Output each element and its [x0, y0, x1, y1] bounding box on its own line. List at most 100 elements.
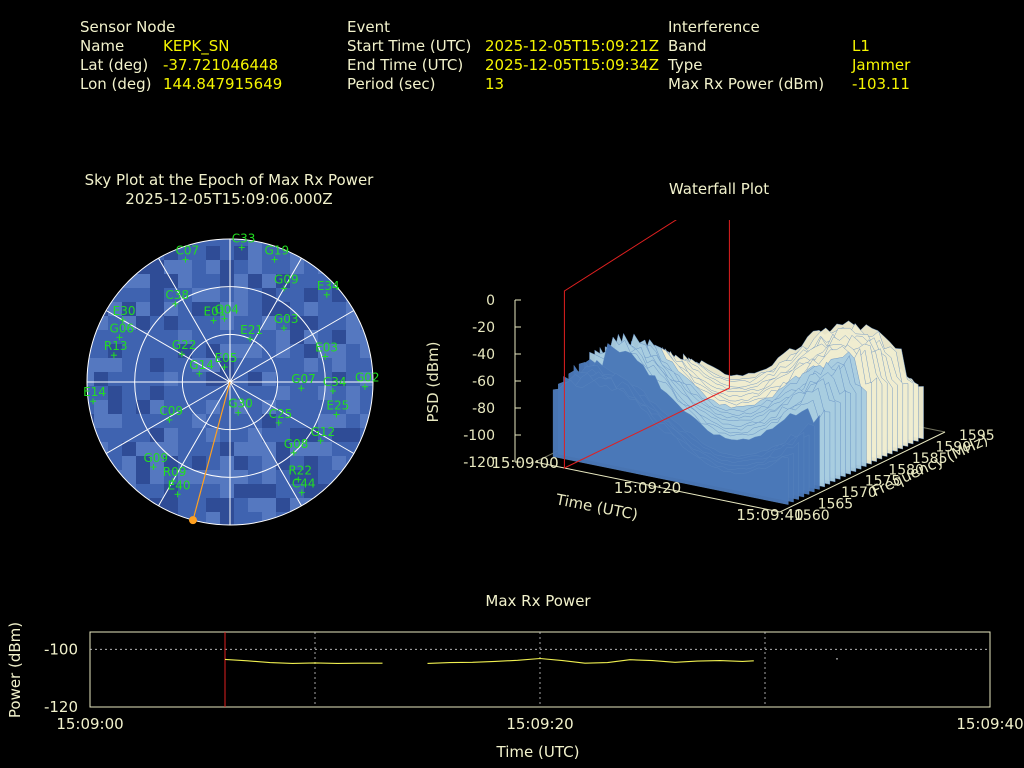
sky-power-cell: [262, 470, 276, 484]
psd-tick-label: -120: [463, 455, 495, 471]
sky-power-cell: [248, 484, 262, 498]
satellite-g08: G08: [284, 437, 308, 456]
y-tick-label: -120: [44, 698, 78, 716]
sky-power-cell: [94, 498, 108, 512]
satellite-label: C34: [323, 375, 347, 389]
sky-power-cell: [178, 260, 192, 274]
satellite-label: G09: [274, 272, 299, 286]
sky-power-cell: [318, 414, 332, 428]
sky-power-cell: [94, 484, 108, 498]
sky-power-cell: [122, 246, 136, 260]
jammer-bearing: [188, 381, 231, 525]
sky-power-cell: [94, 512, 108, 525]
sky-power-cell: [332, 330, 346, 344]
satellite-label: G14: [189, 358, 214, 372]
sky-power-cell: [290, 470, 304, 484]
sky-power-cell: [290, 512, 304, 525]
sky-power-cell: [276, 442, 290, 456]
satellite-label: E14: [83, 385, 106, 399]
sky-power-cell: [290, 498, 304, 512]
sky-power-cell: [108, 386, 122, 400]
satellite-e03: E03: [315, 341, 338, 360]
sky-power-cell: [87, 442, 94, 456]
sky-power-cell: [360, 470, 373, 484]
satellite-label: E05: [215, 351, 238, 365]
waterfall-title: Waterfall Plot: [668, 180, 770, 198]
psd-tick-label: -80: [472, 401, 495, 417]
satellite-label: C44: [292, 477, 316, 491]
sky-grid: [86, 238, 374, 526]
sky-power-cell: [178, 470, 192, 484]
sky-power-cell: [94, 358, 108, 372]
lat-label: Lat (deg): [80, 56, 149, 74]
satellite-g02: G02: [355, 371, 380, 390]
sky-power-cell: [290, 330, 304, 344]
power-series-line: [224, 658, 383, 664]
sky-power-cell: [150, 512, 164, 525]
y-tick-label: -100: [44, 640, 78, 658]
power-chart-xlabel: Time (UTC): [496, 743, 580, 761]
sky-power-cell: [164, 526, 178, 532]
sky-power-cell: [108, 344, 122, 358]
sky-power-cell: [248, 239, 262, 246]
sky-power-cell: [87, 470, 94, 484]
satellite-g09: G09: [143, 451, 168, 471]
sky-power-cell: [374, 316, 380, 330]
sky-power-cell: [290, 239, 304, 246]
sky-power-cell: [374, 288, 380, 302]
sky-power-cell: [332, 484, 346, 498]
sky-power-cell: [262, 414, 276, 428]
power-chart-title: Max Rx Power: [485, 592, 591, 610]
sky-power-cell: [304, 344, 318, 358]
sky-power-cell: [87, 288, 94, 302]
sky-power-cell: [346, 400, 360, 414]
name-value: KEPK_SN: [163, 37, 230, 55]
sky-power-cell: [262, 302, 276, 316]
sky-power-cell: [374, 246, 380, 260]
sky-power-cell: [178, 274, 192, 288]
sky-power-cell: [276, 386, 290, 400]
satellite-c25: C25: [269, 407, 293, 426]
sky-power-cell: [360, 288, 373, 302]
satellite-r09: R09: [163, 465, 186, 485]
sky-power-cell: [206, 260, 220, 274]
sky-power-cell: [150, 288, 164, 302]
waterfall-surface: [552, 320, 924, 505]
sky-power-cell: [304, 526, 318, 532]
satellite-label: C33: [232, 232, 256, 245]
sky-power-cell: [276, 330, 290, 344]
sky-power-cell: [248, 498, 262, 512]
sky-power-cell: [234, 344, 248, 358]
sky-power-cell: [346, 484, 360, 498]
frequency-axis: [779, 431, 946, 513]
satellite-label: R22: [288, 464, 312, 478]
satellite-label: C25: [269, 407, 293, 421]
satellite-e25: E25: [326, 399, 349, 418]
sky-power-cell: [136, 456, 150, 470]
max-power-value: -103.11: [852, 75, 910, 93]
sky-power-cell: [248, 442, 262, 456]
lon-value: 144.847915649: [163, 75, 283, 93]
sky-power-cell: [108, 358, 122, 372]
sky-power-cell: [220, 456, 234, 470]
satellite-g07: G07: [291, 372, 316, 392]
sky-power-cell: [150, 470, 164, 484]
azimuth-spoke: [105, 381, 231, 454]
sky-power-cell: [164, 428, 178, 442]
sky-power-cell: [304, 484, 318, 498]
power-chart-ylabel: Power (dBm): [6, 622, 24, 718]
sky-power-cell: [136, 442, 150, 456]
sky-power-cell: [206, 428, 220, 442]
epoch-plane: [563, 220, 730, 469]
sky-power-cell: [304, 456, 318, 470]
sky-power-cell: [262, 274, 276, 288]
frequency-tick-label: 1580: [888, 462, 924, 478]
sky-power-cell: [304, 302, 318, 316]
sky-power-cell: [346, 526, 360, 532]
sky-power-cell: [290, 316, 304, 330]
sky-power-cell: [234, 456, 248, 470]
sky-power-cell: [332, 260, 346, 274]
satellite-label: G09: [143, 451, 168, 465]
sky-power-cell: [164, 484, 178, 498]
